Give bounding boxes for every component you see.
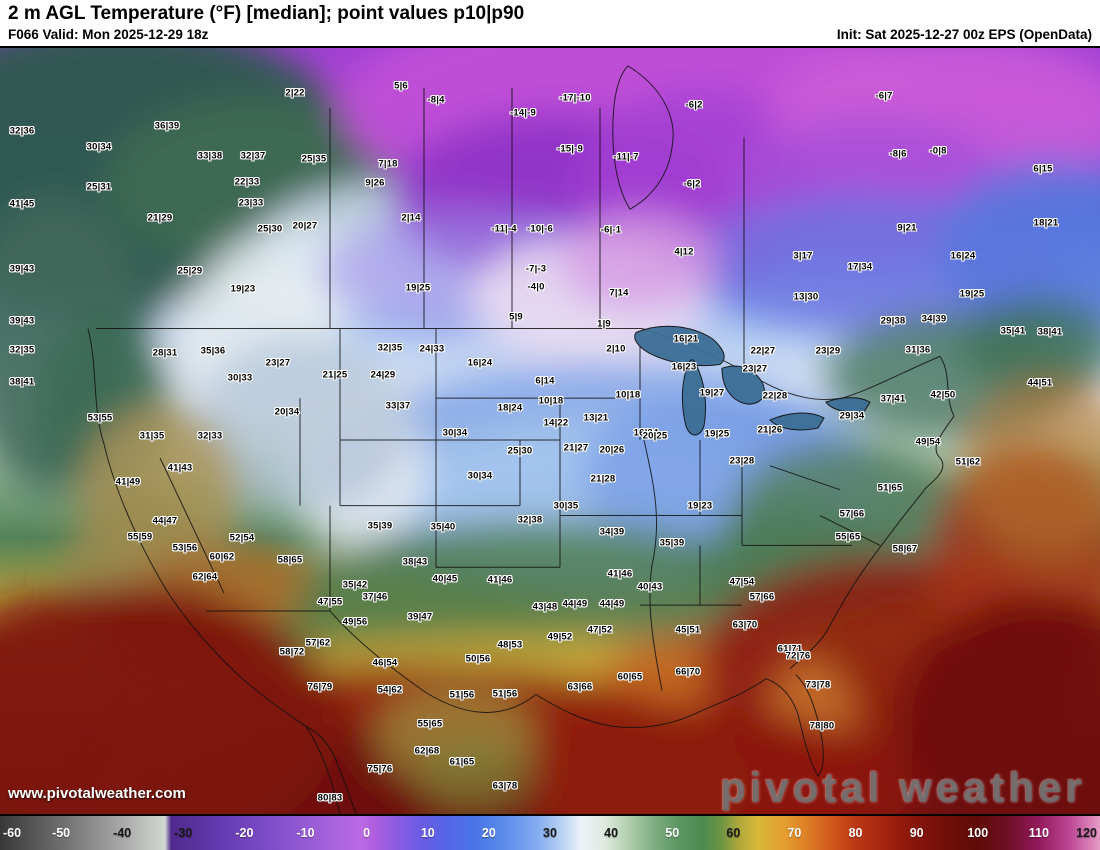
- colorbar-tick: 90: [909, 826, 924, 840]
- colorbar-tick: -20: [235, 826, 254, 840]
- colorbar-tick: 70: [787, 826, 802, 840]
- page-title: 2 m AGL Temperature (°F) [median]; point…: [8, 3, 525, 24]
- watermark-url: www.pivotalweather.com: [8, 785, 186, 802]
- colorbar-tick: -30: [174, 826, 193, 840]
- weather-map[interactable]: 2|22 5|6 -8|4 -14|-9 -17|-10 -6|2 -6|7 36|39 32|…: [0, 46, 1100, 816]
- colorbar-tick: 40: [604, 826, 619, 840]
- colorbar-tick: -60: [3, 826, 22, 840]
- colorbar-tick: -10: [296, 826, 315, 840]
- header: 2 m AGL Temperature (°F) [median]; point…: [0, 0, 1100, 46]
- political-borders: [87, 65, 955, 814]
- colorbar-tick: 10: [420, 826, 435, 840]
- colorbar-tick: 20: [481, 826, 496, 840]
- valid-time-label: F066 Valid: Mon 2025-12-29 18z: [8, 27, 209, 42]
- colorbar: -60 -50 -40 -30 -20 -10 0 10 20 30 40 50 60 70 80 90 100…: [0, 816, 1100, 850]
- great-lakes: [634, 325, 871, 436]
- colorbar-tick: 100: [967, 826, 989, 840]
- colorbar-tick: 120: [1076, 826, 1097, 840]
- colorbar-tick: -50: [52, 826, 71, 840]
- colorbar-tick: 110: [1028, 826, 1049, 840]
- temperature-field-graphic: [0, 48, 1100, 814]
- temperature-color-regions: [0, 48, 1100, 814]
- colorbar-tick: 80: [848, 826, 863, 840]
- init-time-label: Init: Sat 2025-12-27 00z EPS (OpenData): [836, 27, 1092, 42]
- colorbar-tick: 50: [665, 826, 680, 840]
- colorbar-tick: -40: [113, 826, 132, 840]
- colorbar-tick: 30: [543, 826, 557, 840]
- colorbar-tick: 60: [726, 826, 741, 840]
- watermark-brand: pivotal weather: [720, 764, 1086, 811]
- colorbar-tick: 0: [363, 826, 371, 840]
